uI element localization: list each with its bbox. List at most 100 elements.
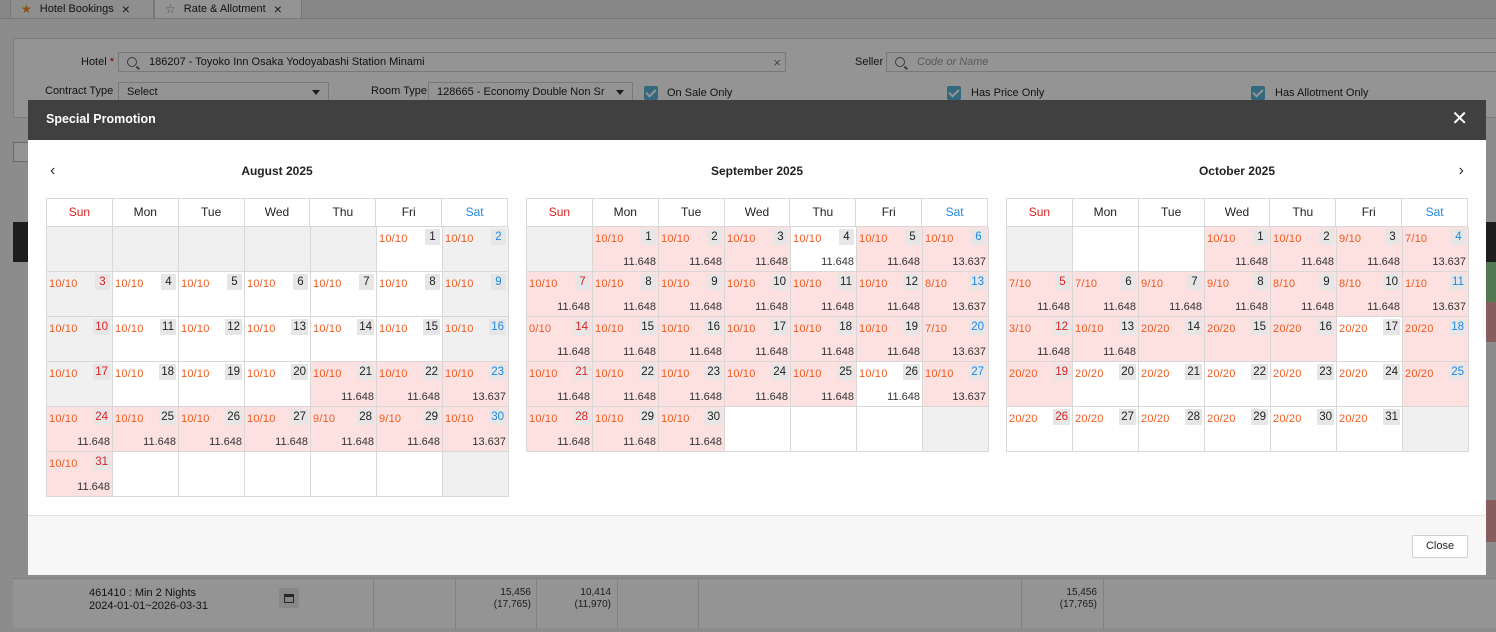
calendar-day-cell[interactable]: 10/10 16 [443, 317, 509, 362]
calendar-day-cell[interactable]: 10/10 1 11.648 [1205, 227, 1271, 272]
calendar-day-cell[interactable]: 10/10 27 11.648 [245, 407, 311, 452]
calendar-day-cell[interactable]: 8/10 13 13.637 [923, 272, 989, 317]
calendar-day-cell[interactable]: 10/10 15 [377, 317, 443, 362]
calendar-day-cell[interactable]: 10/10 7 [311, 272, 377, 317]
calendar-day-cell[interactable]: 10/10 7 11.648 [527, 272, 593, 317]
calendar-day-cell[interactable]: 10/10 30 11.648 [659, 407, 725, 452]
calendar-day-cell[interactable]: 10/10 1 [377, 227, 443, 272]
calendar-day-cell[interactable]: 10/10 16 11.648 [659, 317, 725, 362]
calendar-day-cell[interactable]: 7/10 20 13.637 [923, 317, 989, 362]
calendar-day-cell[interactable]: 10/10 26 11.648 [857, 362, 923, 407]
calendar-day-cell[interactable]: 10/10 29 11.648 [593, 407, 659, 452]
calendar-day-cell[interactable]: 20/20 29 [1205, 407, 1271, 452]
calendar-day-cell[interactable]: 10/10 28 11.648 [527, 407, 593, 452]
calendar-day-cell[interactable]: 10/10 15 11.648 [593, 317, 659, 362]
calendar-day-cell[interactable]: 10/10 10 11.648 [725, 272, 791, 317]
calendar-day-cell[interactable]: 10/10 11 11.648 [791, 272, 857, 317]
calendar-day-cell[interactable]: 10/10 23 11.648 [659, 362, 725, 407]
has-allotment-only-checkbox[interactable] [1251, 86, 1265, 100]
calendar-day-cell[interactable]: 10/10 19 11.648 [857, 317, 923, 362]
hotel-input[interactable]: 186207 - Toyoko Inn Osaka Yodoyabashi St… [118, 52, 786, 72]
calendar-day-cell[interactable]: 20/20 21 [1139, 362, 1205, 407]
calendar-day-cell[interactable]: 10/10 4 11.648 [791, 227, 857, 272]
calendar-day-cell[interactable]: 10/10 9 [443, 272, 509, 317]
calendar-day-cell[interactable]: 10/10 23 13.637 [443, 362, 509, 407]
calendar-day-cell[interactable]: 10/10 2 [443, 227, 509, 272]
calendar-day-cell[interactable]: 9/10 8 11.648 [1205, 272, 1271, 317]
calendar-day-cell[interactable]: 10/10 18 11.648 [791, 317, 857, 362]
calendar-day-cell[interactable]: 8/10 10 11.648 [1337, 272, 1403, 317]
calendar-day-cell[interactable]: 10/10 21 11.648 [527, 362, 593, 407]
calendar-day-cell[interactable]: 20/20 31 [1337, 407, 1403, 452]
calendar-day-cell[interactable]: 9/10 28 11.648 [311, 407, 377, 452]
calendar-day-cell[interactable]: 10/10 22 11.648 [593, 362, 659, 407]
calendar-day-cell[interactable]: 20/20 24 [1337, 362, 1403, 407]
on-sale-only-checkbox[interactable] [644, 86, 658, 100]
calendar-day-cell[interactable]: 20/20 25 [1403, 362, 1469, 407]
seller-input[interactable]: Code or Name [886, 52, 1496, 72]
calendar-day-cell[interactable]: 10/10 1 11.648 [593, 227, 659, 272]
calendar-day-cell[interactable]: 10/10 10 [47, 317, 113, 362]
calendar-day-cell[interactable]: 20/20 18 [1403, 317, 1469, 362]
calendar-day-cell[interactable]: 20/20 26 [1007, 407, 1073, 452]
calendar-day-cell[interactable]: 10/10 27 13.637 [923, 362, 989, 407]
calendar-day-cell[interactable]: 9/10 3 11.648 [1337, 227, 1403, 272]
calendar-day-cell[interactable]: 10/10 18 [113, 362, 179, 407]
calendar-day-cell[interactable]: 20/20 28 [1139, 407, 1205, 452]
tab-hotel-bookings[interactable]: ★ Hotel Bookings × [10, 0, 154, 19]
calendar-day-cell[interactable]: 9/10 7 11.648 [1139, 272, 1205, 317]
calendar-day-cell[interactable]: 10/10 22 11.648 [377, 362, 443, 407]
chevron-right-icon[interactable]: › [1458, 162, 1464, 179]
close-tab-icon[interactable]: × [273, 1, 282, 17]
calendar-day-cell[interactable]: 10/10 9 11.648 [659, 272, 725, 317]
close-icon[interactable]: ✕ [1451, 108, 1468, 130]
calendar-day-cell[interactable]: 10/10 26 11.648 [179, 407, 245, 452]
calendar-day-cell[interactable]: 10/10 2 11.648 [659, 227, 725, 272]
calendar-day-cell[interactable]: 9/10 29 11.648 [377, 407, 443, 452]
room-type-select[interactable]: 128665 - Economy Double Non Sr [428, 82, 633, 102]
calendar-day-cell[interactable]: 3/10 12 11.648 [1007, 317, 1073, 362]
calendar-day-cell[interactable]: 1/10 11 13.637 [1403, 272, 1469, 317]
calendar-day-cell[interactable]: 20/20 14 [1139, 317, 1205, 362]
calendar-day-cell[interactable]: 10/10 17 11.648 [725, 317, 791, 362]
calendar-day-cell[interactable]: 10/10 12 [179, 317, 245, 362]
close-tab-icon[interactable]: × [121, 1, 130, 17]
calendar-day-cell[interactable]: 10/10 30 13.637 [443, 407, 509, 452]
calendar-day-cell[interactable]: 10/10 17 [47, 362, 113, 407]
close-button[interactable]: Close [1412, 535, 1468, 558]
tab-rate-allotment[interactable]: ☆ Rate & Allotment × [154, 0, 302, 19]
calendar-day-cell[interactable]: 20/20 22 [1205, 362, 1271, 407]
calendar-day-cell[interactable]: 10/10 13 [245, 317, 311, 362]
calendar-button[interactable] [279, 588, 299, 608]
calendar-day-cell[interactable]: 10/10 24 11.648 [725, 362, 791, 407]
calendar-day-cell[interactable]: 20/20 27 [1073, 407, 1139, 452]
calendar-day-cell[interactable]: 10/10 24 11.648 [47, 407, 113, 452]
calendar-day-cell[interactable]: 8/10 9 11.648 [1271, 272, 1337, 317]
calendar-day-cell[interactable]: 20/20 16 [1271, 317, 1337, 362]
calendar-day-cell[interactable]: 20/20 19 [1007, 362, 1073, 407]
calendar-day-cell[interactable]: 20/20 30 [1271, 407, 1337, 452]
calendar-day-cell[interactable]: 10/10 5 [179, 272, 245, 317]
clear-icon[interactable]: × [773, 55, 781, 70]
calendar-day-cell[interactable]: 10/10 12 11.648 [857, 272, 923, 317]
calendar-day-cell[interactable]: 7/10 6 11.648 [1073, 272, 1139, 317]
calendar-day-cell[interactable]: 10/10 21 11.648 [311, 362, 377, 407]
calendar-day-cell[interactable]: 0/10 14 11.648 [527, 317, 593, 362]
calendar-day-cell[interactable]: 10/10 4 [113, 272, 179, 317]
calendar-day-cell[interactable]: 10/10 2 11.648 [1271, 227, 1337, 272]
calendar-day-cell[interactable]: 7/10 4 13.637 [1403, 227, 1469, 272]
calendar-day-cell[interactable]: 10/10 6 13.637 [923, 227, 989, 272]
calendar-day-cell[interactable]: 10/10 25 11.648 [791, 362, 857, 407]
calendar-day-cell[interactable]: 20/20 15 [1205, 317, 1271, 362]
calendar-day-cell[interactable]: 10/10 3 [47, 272, 113, 317]
calendar-day-cell[interactable]: 7/10 5 11.648 [1007, 272, 1073, 317]
calendar-day-cell[interactable]: 10/10 11 [113, 317, 179, 362]
calendar-day-cell[interactable]: 20/20 23 [1271, 362, 1337, 407]
calendar-day-cell[interactable]: 10/10 13 11.648 [1073, 317, 1139, 362]
calendar-day-cell[interactable]: 20/20 20 [1073, 362, 1139, 407]
calendar-day-cell[interactable]: 10/10 3 11.648 [725, 227, 791, 272]
calendar-day-cell[interactable]: 10/10 19 [179, 362, 245, 407]
calendar-day-cell[interactable]: 10/10 8 [377, 272, 443, 317]
calendar-day-cell[interactable]: 10/10 14 [311, 317, 377, 362]
calendar-day-cell[interactable]: 10/10 20 [245, 362, 311, 407]
